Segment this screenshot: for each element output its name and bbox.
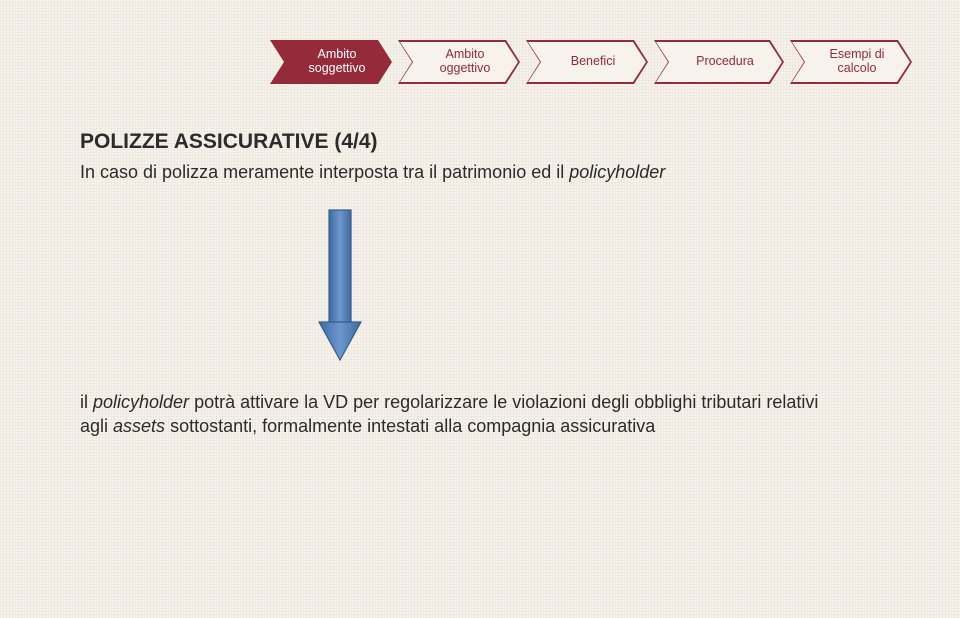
breadcrumb-label: Ambito oggettivo <box>440 48 491 76</box>
breadcrumb: Ambito soggettivo Ambito oggettivo Benef… <box>270 40 912 84</box>
breadcrumb-item-procedura[interactable]: Procedura <box>654 40 784 84</box>
down-arrow-icon <box>310 208 370 368</box>
body-seg: sottostanti, formalmente intestati alla … <box>165 416 655 436</box>
breadcrumb-label: Procedura <box>696 55 754 69</box>
breadcrumb-item-benefici[interactable]: Benefici <box>526 40 648 84</box>
subtitle-plain: In caso di polizza meramente interposta … <box>80 162 569 182</box>
body-seg-italic: policyholder <box>93 392 189 412</box>
body-text: il policyholder potrà attivare la VD per… <box>80 390 820 439</box>
breadcrumb-label: Ambito soggettivo <box>309 48 366 76</box>
page-title: POLIZZE ASSICURATIVE (4/4) <box>80 130 880 154</box>
subtitle-italic: policyholder <box>569 162 665 182</box>
breadcrumb-item-ambito-oggettivo[interactable]: Ambito oggettivo <box>398 40 520 84</box>
body-seg: il <box>80 392 93 412</box>
subtitle: In caso di polizza meramente interposta … <box>80 160 880 184</box>
main-content: POLIZZE ASSICURATIVE (4/4) In caso di po… <box>80 130 880 184</box>
body-seg-italic: assets <box>113 416 165 436</box>
breadcrumb-label: Benefici <box>571 55 615 69</box>
breadcrumb-item-esempi-di-calcolo[interactable]: Esempi di calcolo <box>790 40 912 84</box>
breadcrumb-label: Esempi di calcolo <box>830 48 885 76</box>
breadcrumb-item-ambito-soggettivo[interactable]: Ambito soggettivo <box>270 40 392 84</box>
